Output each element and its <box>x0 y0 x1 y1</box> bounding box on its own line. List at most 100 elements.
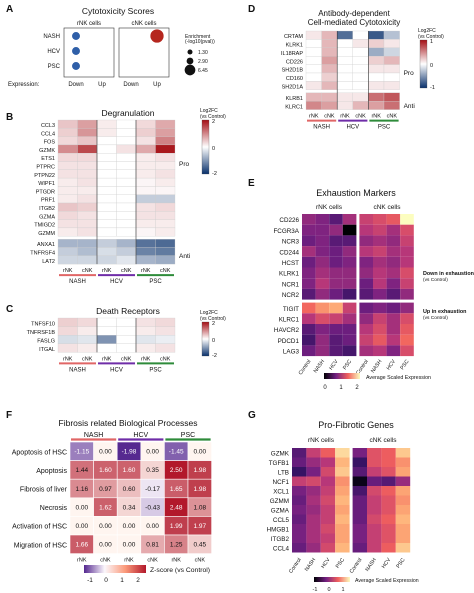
column-label: rNK <box>141 356 151 362</box>
heatmap-cell <box>116 202 137 212</box>
heatmap-cell <box>302 324 316 335</box>
heatmap-cell <box>305 101 322 110</box>
heatmap-cell <box>329 214 343 225</box>
heatmap-cell <box>155 194 176 204</box>
side-label: Anti <box>404 103 415 110</box>
heatmap-cell <box>77 194 98 204</box>
legend-point <box>184 64 196 76</box>
gene-label: PTGDR <box>36 189 55 195</box>
group-label: NASH <box>69 367 86 373</box>
gene-label: LAT2 <box>42 259 55 265</box>
heatmap-cell <box>77 202 98 212</box>
heatmap-cell <box>329 235 343 247</box>
side-label: Anti <box>179 253 190 260</box>
heatmap-cell <box>342 214 357 225</box>
heatmap-cell <box>57 343 78 353</box>
cell-value: 1.25 <box>170 542 183 549</box>
group-label: NASH <box>69 279 86 285</box>
cell-value: 0.00 <box>146 523 159 530</box>
legend-tick: 2 <box>212 119 215 125</box>
heatmap-cell <box>321 30 338 40</box>
heatmap-cell <box>77 227 98 237</box>
row-label: NASH <box>43 34 60 40</box>
gene-label: ANXA1 <box>37 242 55 248</box>
heatmap-cell <box>302 302 316 314</box>
heatmap-cell <box>342 345 357 357</box>
heatmap-cell <box>155 136 176 146</box>
heatmap-cell <box>342 302 357 314</box>
heatmap-cell <box>155 211 176 220</box>
heatmap-cell <box>116 335 137 344</box>
heatmap-cell <box>135 326 156 336</box>
heatmap-cell <box>342 288 357 300</box>
gene-label: GZMA <box>39 214 55 220</box>
gene-label: PRF1 <box>41 198 55 204</box>
heatmap-cell <box>116 144 137 154</box>
group-label: NASH <box>84 432 103 439</box>
group-label: HCV <box>133 432 148 439</box>
heatmap-cell <box>57 186 78 195</box>
column-label: HCV <box>381 557 393 570</box>
heatmap-cell <box>383 81 400 90</box>
gene-label: KLRC1 <box>285 104 303 110</box>
heatmap-cell <box>373 313 387 324</box>
heatmap-cell <box>116 153 137 162</box>
heatmap-cell <box>155 161 176 170</box>
x-tick: Down <box>123 82 138 88</box>
column-label: PSC <box>395 557 406 570</box>
cell-value: 0.45 <box>193 542 206 549</box>
x-tick: Down <box>68 82 83 88</box>
data-point <box>72 47 80 55</box>
gene-label: HAVCR2 <box>274 327 300 334</box>
heatmap-cell <box>155 343 176 353</box>
heatmap-cell <box>116 247 137 256</box>
gene-label: CCL4 <box>273 546 290 553</box>
group-label: HCV <box>110 367 123 373</box>
heatmap-cell <box>352 64 369 74</box>
heatmap-cell <box>368 101 385 110</box>
column-label: PSC <box>399 359 410 372</box>
chart-title: Cytotoxicity Scores <box>82 6 154 16</box>
cell-value: 1.98 <box>193 467 206 474</box>
legend-tick: 0 <box>212 338 215 344</box>
heatmap-cell <box>305 92 322 102</box>
heatmap-cell <box>400 224 414 236</box>
heatmap-cell <box>321 39 338 48</box>
heatmap-cell <box>77 136 98 146</box>
heatmap-cell <box>96 202 117 212</box>
heatmap-cell <box>77 153 98 162</box>
heatmap-cell <box>337 39 353 48</box>
column-label: rNK <box>309 114 319 120</box>
legend-tick: 0 <box>327 587 330 593</box>
heatmap-cell <box>315 267 330 279</box>
heatmap-cell <box>96 186 117 195</box>
heatmap-cell <box>381 476 396 486</box>
heatmap-cell <box>77 144 98 154</box>
heatmap-cell <box>135 247 156 256</box>
heatmap-cell <box>400 235 414 247</box>
column-label: rNK <box>102 356 112 362</box>
chart-title: Antibody-dependent <box>318 9 390 18</box>
heatmap-cell <box>342 267 357 279</box>
column-label: cNK <box>160 268 171 274</box>
heatmap-cell <box>320 486 336 496</box>
group-label: rNK cells <box>316 204 343 211</box>
heatmap-cell <box>395 505 411 515</box>
legend-title: Z-score (vs Control) <box>150 567 210 574</box>
heatmap-cell <box>335 533 350 543</box>
cell-value: -1.45 <box>169 449 184 456</box>
heatmap-cell <box>135 177 156 187</box>
heatmap-cell <box>386 288 401 300</box>
heatmap-cell <box>329 345 343 357</box>
column-label: PSC <box>342 359 353 372</box>
heatmap-cell <box>342 334 357 346</box>
heatmap-cell <box>57 136 78 146</box>
heatmap-cell <box>306 533 321 543</box>
heatmap-cell <box>335 495 350 505</box>
cell-value: 0.00 <box>99 523 112 530</box>
heatmap-cell <box>155 169 176 179</box>
cell-value: 0.00 <box>146 449 159 456</box>
gene-label: ITGB2 <box>39 206 55 212</box>
heatmap-cell <box>386 224 401 236</box>
heatmap-cell <box>96 128 117 137</box>
